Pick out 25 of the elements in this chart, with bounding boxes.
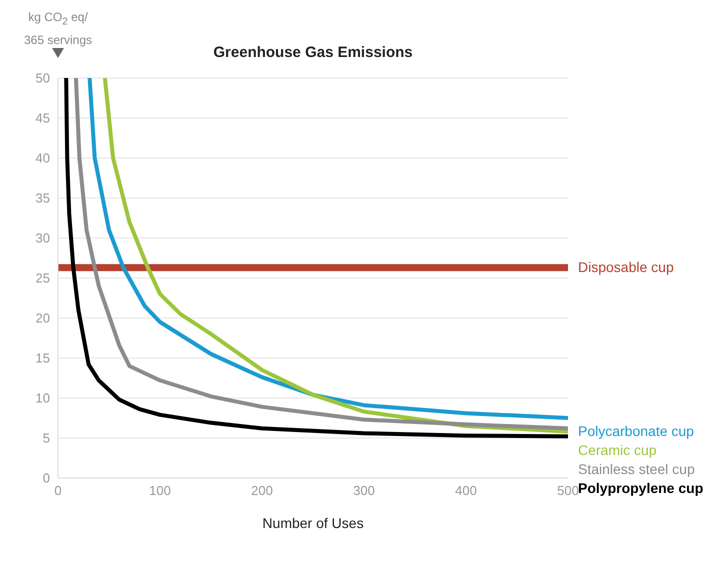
x-tick-label: 200	[251, 483, 273, 498]
y-tick-label: 10	[36, 390, 50, 406]
y-tick-label: 30	[36, 230, 50, 246]
ref-line-label: Disposable cup	[578, 258, 674, 275]
series-label: Polycarbonate cup	[578, 423, 694, 439]
x-tick-label: 300	[353, 483, 375, 498]
y-tick-label: 50	[36, 70, 50, 86]
x-tick-label: 500	[557, 483, 579, 498]
y-tick-label: 45	[36, 110, 50, 126]
y-tick-label: 20	[36, 310, 50, 326]
series-label: Ceramic cup	[578, 442, 657, 458]
y-tick-label: 15	[36, 350, 50, 366]
x-tick-label: 0	[54, 483, 62, 498]
x-tick-label: 400	[455, 483, 477, 498]
y-tick-label: 25	[36, 270, 50, 286]
y-tick-label: 40	[36, 150, 50, 166]
y-tick-label: 35	[36, 190, 50, 206]
chart-title: Greenhouse Gas Emissions	[213, 44, 413, 61]
y-tick-label: 5	[42, 430, 50, 446]
text: Stainless steel cup	[578, 461, 695, 477]
y-axis-title: kg CO$_{2}$ eq/365 servings	[22, 9, 94, 50]
text: Polypropylene cup	[578, 480, 704, 496]
x-axis-title: Number of Uses	[262, 515, 364, 531]
x-tick-label: 100	[149, 483, 171, 498]
y-tick-label: 0	[42, 470, 50, 486]
